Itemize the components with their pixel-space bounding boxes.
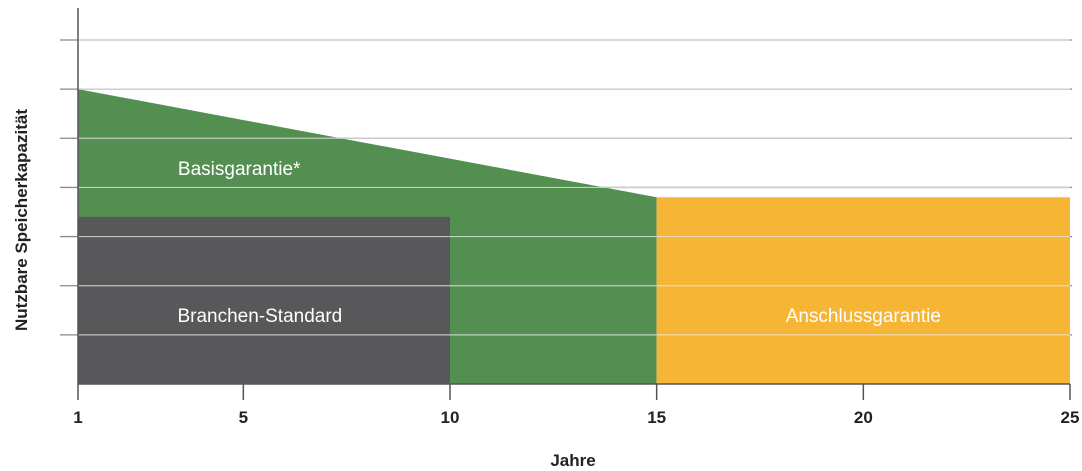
x-tick-label: 1 <box>73 408 82 427</box>
x-tick-label: 15 <box>647 408 666 427</box>
x-tick-label: 25 <box>1061 408 1080 427</box>
region-label: Branchen-Standard <box>177 306 342 327</box>
region-branchen-standard <box>78 216 450 384</box>
region-label: Anschlussgarantie <box>786 306 941 327</box>
region-anschlussgarantie <box>656 197 1070 384</box>
x-axis-title: Jahre <box>550 451 595 470</box>
region-labels: Basisgarantie* Branchen-Standard Anschluss… <box>177 159 940 327</box>
y-axis-title: Nutzbare Speicherkapazität <box>12 109 31 331</box>
x-tick-label: 5 <box>239 408 248 427</box>
x-tick-label: 10 <box>441 408 460 427</box>
x-tick-labels: 1 5 10 15 20 25 <box>73 384 1079 427</box>
overlay-gridlines <box>78 39 1070 336</box>
region-label: Basisgarantie* <box>178 159 301 180</box>
x-tick-label: 20 <box>854 408 873 427</box>
